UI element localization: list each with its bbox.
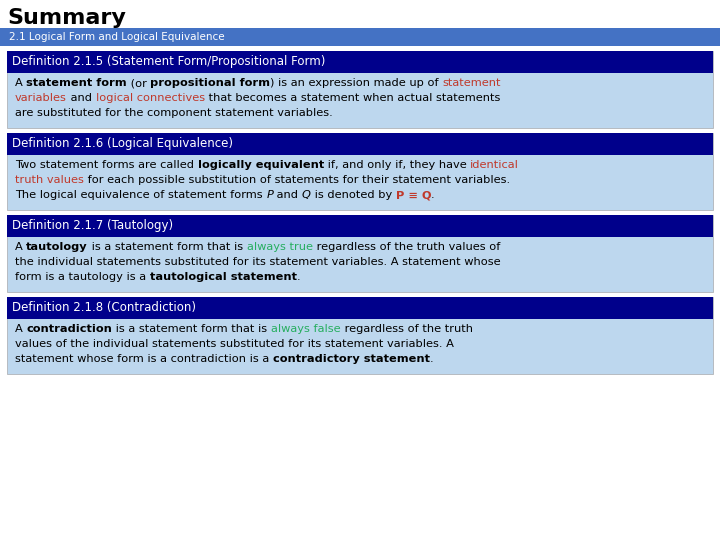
Text: for each possible substitution of statements for their statement variables.: for each possible substitution of statem… [84, 175, 510, 185]
Text: and: and [273, 190, 302, 200]
Text: if, and only if, they have: if, and only if, they have [324, 160, 470, 170]
Bar [7, 51, 713, 128]
Text: tautological statement: tautological statement [150, 272, 297, 282]
Bar [7, 133, 713, 210]
Text: Q: Q [302, 190, 311, 200]
Text: Summary: Summary [7, 8, 126, 28]
Text: truth values: truth values [15, 175, 84, 185]
Text: contradictory statement: contradictory statement [273, 354, 430, 364]
Text: ) is an expression made up of: ) is an expression made up of [271, 78, 443, 88]
Text: A: A [15, 78, 27, 88]
Text: is a statement form that is: is a statement form that is [112, 324, 271, 334]
Text: the individual statements substituted for its statement variables. A statement w: the individual statements substituted fo… [15, 257, 500, 267]
Text: contradiction: contradiction [27, 324, 112, 334]
Text: is denoted by: is denoted by [311, 190, 395, 200]
Bar [7, 215, 713, 292]
Text: tautology: tautology [27, 242, 88, 252]
Text: always false: always false [271, 324, 341, 334]
Bar [0, 28, 720, 46]
Text: Definition 2.1.8 (Contradiction): Definition 2.1.8 (Contradiction) [12, 301, 196, 314]
Text: logically equivalent: logically equivalent [197, 160, 324, 170]
Text: Definition 2.1.5 (Statement Form/Propositional Form): Definition 2.1.5 (Statement Form/Proposi… [12, 56, 325, 69]
Text: P ≡ Q: P ≡ Q [395, 190, 431, 200]
Text: is a statement form that is: is a statement form that is [88, 242, 247, 252]
Text: statement form: statement form [27, 78, 127, 88]
Text: always true: always true [247, 242, 312, 252]
Text: logical connectives: logical connectives [96, 93, 204, 103]
Text: and: and [67, 93, 96, 103]
Text: that becomes a statement when actual statements: that becomes a statement when actual sta… [204, 93, 500, 103]
Text: propositional form: propositional form [150, 78, 271, 88]
Text: are substituted for the component statement variables.: are substituted for the component statem… [15, 108, 333, 118]
Text: Two statement forms are called: Two statement forms are called [15, 160, 197, 170]
Bar [7, 133, 713, 155]
Text: form is a tautology is a: form is a tautology is a [15, 272, 150, 282]
Text: .: . [431, 190, 435, 200]
Text: regardless of the truth: regardless of the truth [341, 324, 472, 334]
Bar [7, 215, 713, 237]
Text: The logical equivalence of statement forms: The logical equivalence of statement for… [15, 190, 266, 200]
Text: statement: statement [443, 78, 501, 88]
Text: .: . [297, 272, 300, 282]
Text: variables: variables [15, 93, 67, 103]
Text: identical: identical [470, 160, 519, 170]
Text: regardless of the truth values of: regardless of the truth values of [312, 242, 500, 252]
Text: 2.1 Logical Form and Logical Equivalence: 2.1 Logical Form and Logical Equivalence [9, 32, 225, 42]
Text: statement whose form is a contradiction is a: statement whose form is a contradiction … [15, 354, 273, 364]
Text: P: P [266, 190, 273, 200]
Text: (or: (or [127, 78, 150, 88]
Text: .: . [430, 354, 433, 364]
Bar [7, 297, 713, 319]
Bar [7, 297, 713, 374]
Text: A: A [15, 324, 27, 334]
Text: values of the individual statements substituted for its statement variables. A: values of the individual statements subs… [15, 339, 454, 349]
Text: A: A [15, 242, 27, 252]
Bar [7, 51, 713, 73]
Text: Definition 2.1.6 (Logical Equivalence): Definition 2.1.6 (Logical Equivalence) [12, 138, 233, 151]
Text: Definition 2.1.7 (Tautology): Definition 2.1.7 (Tautology) [12, 219, 173, 233]
